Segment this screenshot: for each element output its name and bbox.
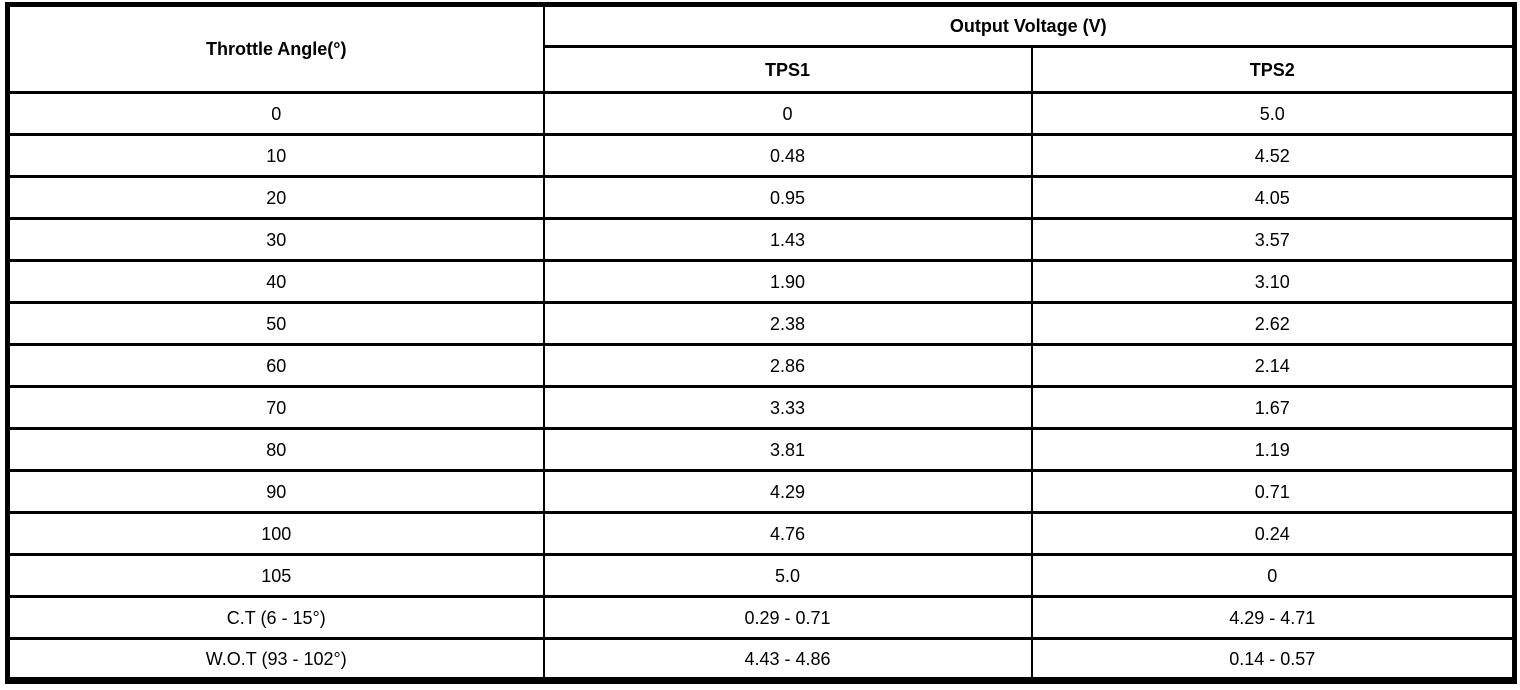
tps1-cell: 3.33 [542,385,1033,430]
table-row: 90 4.29 0.71 [6,469,1516,514]
tps2-cell: 4.05 [1030,175,1516,220]
table-row: 20 0.95 4.05 [6,175,1516,220]
throttle-angle-cell: 100 [6,511,545,556]
tps1-cell: 1.43 [542,217,1033,262]
table-row: 105 5.0 0 [6,553,1516,598]
tps1-cell: 1.90 [542,259,1033,304]
tps2-cell: 1.19 [1030,427,1516,472]
tps2-cell: 0 [1030,553,1516,598]
tps1-header: TPS1 [542,45,1033,94]
tps2-cell: 3.57 [1030,217,1516,262]
throttle-angle-cell: 20 [6,175,545,220]
table-row: 80 3.81 1.19 [6,427,1516,472]
tps1-cell: 0.95 [542,175,1033,220]
throttle-angle-cell: 30 [6,217,545,262]
tps2-cell: 0.14 - 0.57 [1030,637,1516,682]
throttle-angle-cell: W.O.T (93 - 102°) [6,637,545,682]
table-row-closed-throttle: C.T (6 - 15°) 0.29 - 0.71 4.29 - 4.71 [6,595,1516,640]
tps1-cell: 4.29 [542,469,1033,514]
tps2-cell: 1.67 [1030,385,1516,430]
tps-voltage-table: Throttle Angle(°) Output Voltage (V) TPS… [5,2,1517,684]
table-row: 50 2.38 2.62 [6,301,1516,346]
throttle-angle-cell: 0 [6,91,545,136]
tps2-cell: 5.0 [1030,91,1516,136]
header-row-sub: TPS1 TPS2 [8,45,1516,94]
table-row: 100 4.76 0.24 [6,511,1516,556]
table-row: 60 2.86 2.14 [6,343,1516,388]
throttle-angle-cell: 105 [6,553,545,598]
tps2-header: TPS2 [1030,45,1516,94]
throttle-angle-cell: 50 [6,301,545,346]
tps1-cell: 5.0 [542,553,1033,598]
tps1-cell: 4.43 - 4.86 [542,637,1033,682]
tps1-cell: 4.76 [542,511,1033,556]
output-voltage-header: Output Voltage (V) [542,3,1516,48]
tps2-cell: 4.29 - 4.71 [1030,595,1516,640]
throttle-angle-cell: 60 [6,343,545,388]
throttle-angle-cell: 40 [6,259,545,304]
table-row-wide-open-throttle: W.O.T (93 - 102°) 4.43 - 4.86 0.14 - 0.5… [6,637,1516,682]
throttle-angle-cell: 70 [6,385,545,430]
tps2-cell: 2.14 [1030,343,1516,388]
throttle-angle-cell: 10 [6,133,545,178]
throttle-angle-cell: 80 [6,427,545,472]
table-row: 10 0.48 4.52 [6,133,1516,178]
tps2-cell: 0.71 [1030,469,1516,514]
throttle-angle-header: Throttle Angle(°) [6,3,545,94]
tps2-cell: 4.52 [1030,133,1516,178]
tps2-cell: 3.10 [1030,259,1516,304]
tps1-cell: 2.38 [542,301,1033,346]
table-row: 0 0 5.0 [6,91,1516,136]
throttle-angle-cell: 90 [6,469,545,514]
tps1-cell: 0.29 - 0.71 [542,595,1033,640]
table-row: 30 1.43 3.57 [6,217,1516,262]
header-row-group: Throttle Angle(°) Output Voltage (V) [6,3,1516,94]
table-row: 70 3.33 1.67 [6,385,1516,430]
tps1-cell: 2.86 [542,343,1033,388]
tps1-cell: 3.81 [542,427,1033,472]
tps2-cell: 0.24 [1030,511,1516,556]
tps1-cell: 0 [542,91,1033,136]
throttle-angle-cell: C.T (6 - 15°) [6,595,545,640]
tps1-cell: 0.48 [542,133,1033,178]
tps2-cell: 2.62 [1030,301,1516,346]
table-row: 40 1.90 3.10 [6,259,1516,304]
